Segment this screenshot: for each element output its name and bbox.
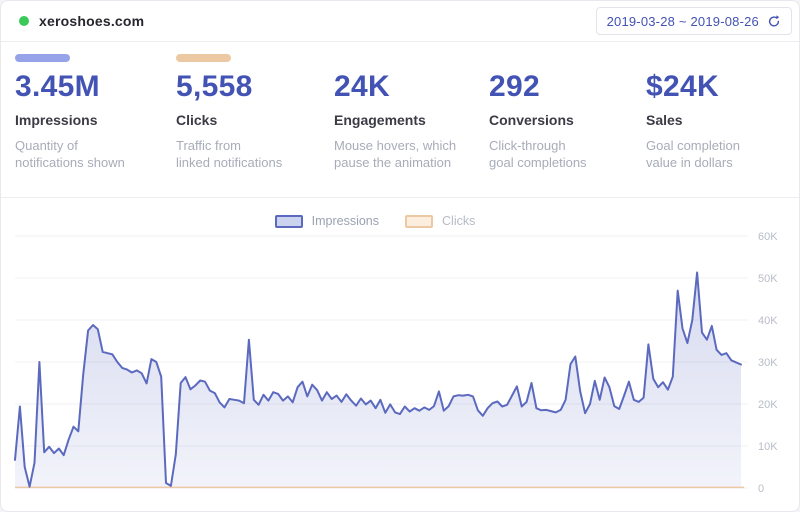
date-range-picker[interactable]: 2019-03-28 ~ 2019-08-26 xyxy=(595,7,792,35)
legend-clicks[interactable]: Clicks xyxy=(405,214,475,228)
engagements-value: 24K xyxy=(334,70,390,103)
conversions-desc: Click-through goal completions xyxy=(489,138,587,171)
stat-engagements: 24K Engagements Mouse hovers, which pause… xyxy=(334,42,489,197)
svg-text:40K: 40K xyxy=(758,315,778,327)
refresh-icon[interactable] xyxy=(767,14,781,28)
impressions-desc: Quantity of notifications shown xyxy=(15,138,125,171)
clicks-swatch-icon xyxy=(405,214,434,228)
conversions-value: 292 xyxy=(489,70,540,103)
impressions-label: Impressions xyxy=(15,112,98,128)
site-title: xeroshoes.com xyxy=(39,13,145,29)
svg-text:60K: 60K xyxy=(758,231,778,243)
status-dot xyxy=(19,16,29,26)
engagements-label: Engagements xyxy=(334,112,426,128)
svg-text:30K: 30K xyxy=(758,357,778,369)
svg-text:10K: 10K xyxy=(758,441,778,453)
chart-legend: Impressions Clicks xyxy=(1,198,774,228)
engagements-desc: Mouse hovers, which pause the animation xyxy=(334,138,457,171)
header: xeroshoes.com 2019-03-28 ~ 2019-08-26 xyxy=(1,1,799,42)
sales-label: Sales xyxy=(646,112,683,128)
clicks-value: 5,558 xyxy=(176,70,253,103)
clicks-desc: Traffic from linked notifications xyxy=(176,138,283,171)
stat-conversions: 292 Conversions Click-through goal comple… xyxy=(489,42,646,197)
svg-text:0: 0 xyxy=(758,483,764,495)
impressions-value: 3.45M xyxy=(15,70,100,103)
sales-desc: Goal completion value in dollars xyxy=(646,138,740,171)
legend-impressions-label: Impressions xyxy=(311,214,380,228)
chart-area: 60K 50K 40K 30K 20K 10K 0 xyxy=(1,229,799,499)
stat-sales: $24K Sales Goal completion value in dolla… xyxy=(646,42,799,197)
stats-row: 3.45M Impressions Quantity of notificatio… xyxy=(1,42,799,198)
stat-clicks: 5,558 Clicks Traffic from linked notifica… xyxy=(176,42,334,197)
sales-value: $24K xyxy=(646,70,719,103)
clicks-label: Clicks xyxy=(176,112,218,128)
clicks-pill xyxy=(176,54,231,62)
svg-text:20K: 20K xyxy=(758,399,778,411)
legend-impressions[interactable]: Impressions xyxy=(274,214,380,228)
stat-impressions: 3.45M Impressions Quantity of notificatio… xyxy=(15,42,176,197)
date-range-text: 2019-03-28 ~ 2019-08-26 xyxy=(606,13,759,29)
legend-clicks-label: Clicks xyxy=(442,214,476,228)
svg-text:50K: 50K xyxy=(758,273,778,285)
impressions-pill xyxy=(15,54,70,62)
conversions-label: Conversions xyxy=(489,112,574,128)
impressions-swatch-icon xyxy=(274,214,303,228)
traffic-chart[interactable]: 60K 50K 40K 30K 20K 10K 0 xyxy=(1,229,800,499)
